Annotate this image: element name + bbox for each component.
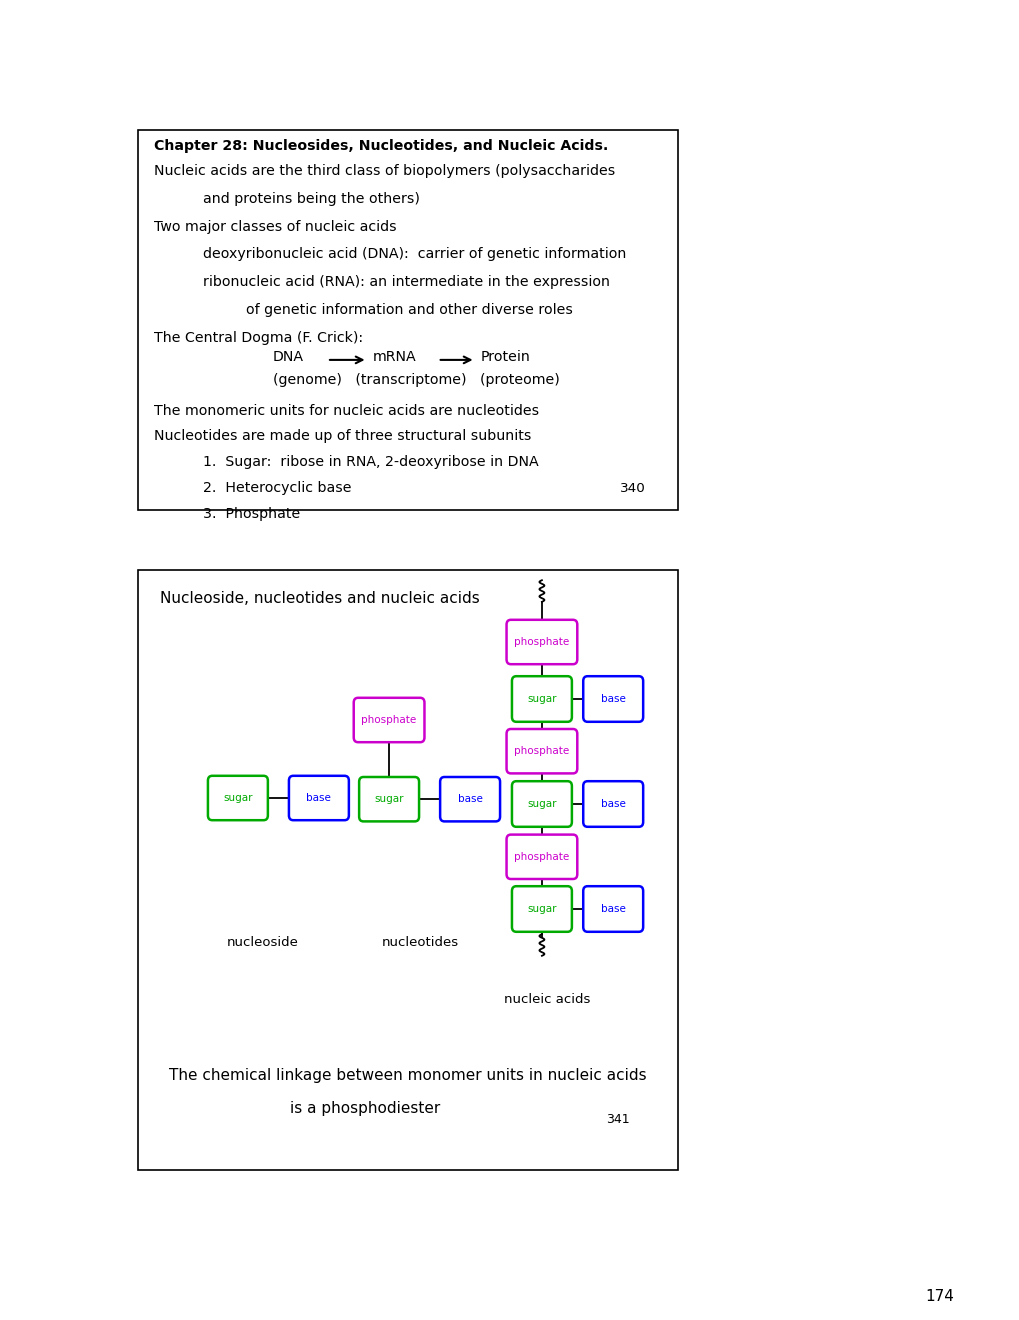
Text: and proteins being the others): and proteins being the others) (203, 191, 419, 206)
Text: sugar: sugar (527, 904, 556, 913)
Text: mRNA: mRNA (373, 350, 416, 364)
FancyBboxPatch shape (506, 620, 577, 664)
Text: 340: 340 (620, 482, 645, 495)
FancyBboxPatch shape (512, 676, 572, 722)
Text: Two major classes of nucleic acids: Two major classes of nucleic acids (154, 219, 396, 234)
FancyBboxPatch shape (583, 886, 643, 932)
Text: sugar: sugar (527, 694, 556, 704)
FancyBboxPatch shape (506, 834, 577, 879)
Text: Nucleic acids are the third class of biopolymers (polysaccharides: Nucleic acids are the third class of bio… (154, 164, 614, 178)
FancyBboxPatch shape (138, 570, 678, 1170)
Text: 341: 341 (605, 1113, 629, 1126)
Text: The Central Dogma (F. Crick):: The Central Dogma (F. Crick): (154, 330, 363, 345)
Text: sugar: sugar (223, 793, 253, 803)
Text: sugar: sugar (527, 799, 556, 809)
Text: phosphate: phosphate (514, 746, 569, 756)
Text: 174: 174 (924, 1290, 953, 1304)
Text: is a phosphodiester: is a phosphodiester (289, 1101, 439, 1115)
Text: base: base (306, 793, 331, 803)
Text: Nucleoside, nucleotides and nucleic acids: Nucleoside, nucleotides and nucleic acid… (159, 591, 479, 606)
Text: ribonucleic acid (RNA): an intermediate in the expression: ribonucleic acid (RNA): an intermediate … (203, 275, 609, 289)
Text: base: base (600, 799, 625, 809)
Text: The monomeric units for nucleic acids are nucleotides: The monomeric units for nucleic acids ar… (154, 404, 539, 417)
FancyBboxPatch shape (506, 729, 577, 774)
FancyBboxPatch shape (583, 781, 643, 826)
Text: The chemical linkage between monomer units in nucleic acids: The chemical linkage between monomer uni… (169, 1068, 646, 1082)
Text: base: base (600, 694, 625, 704)
FancyBboxPatch shape (440, 777, 499, 821)
Text: nucleotides: nucleotides (381, 936, 459, 949)
Text: DNA: DNA (273, 350, 304, 364)
FancyBboxPatch shape (583, 676, 643, 722)
FancyBboxPatch shape (512, 886, 572, 932)
Text: deoxyribonucleic acid (DNA):  carrier of genetic information: deoxyribonucleic acid (DNA): carrier of … (203, 247, 626, 261)
Text: phosphate: phosphate (514, 638, 569, 647)
Text: Protein: Protein (480, 350, 530, 364)
Text: Chapter 28: Nucleosides, Nucleotides, and Nucleic Acids.: Chapter 28: Nucleosides, Nucleotides, an… (154, 140, 608, 153)
Text: phosphate: phosphate (361, 715, 417, 725)
Text: nucleoside: nucleoside (226, 936, 298, 949)
FancyBboxPatch shape (512, 781, 572, 826)
FancyBboxPatch shape (208, 776, 268, 820)
Text: (genome)   (transcriptome)   (proteome): (genome) (transcriptome) (proteome) (273, 374, 559, 387)
Text: base: base (600, 904, 625, 913)
Text: Nucleotides are made up of three structural subunits: Nucleotides are made up of three structu… (154, 429, 531, 444)
Text: of genetic information and other diverse roles: of genetic information and other diverse… (246, 302, 573, 317)
Text: 2.  Heterocyclic base: 2. Heterocyclic base (203, 480, 351, 495)
Text: sugar: sugar (374, 795, 404, 804)
Text: phosphate: phosphate (514, 851, 569, 862)
FancyBboxPatch shape (354, 698, 424, 742)
Text: base: base (458, 795, 482, 804)
FancyBboxPatch shape (138, 129, 678, 510)
FancyBboxPatch shape (359, 777, 419, 821)
FancyBboxPatch shape (288, 776, 348, 820)
Text: 1.  Sugar:  ribose in RNA, 2-deoxyribose in DNA: 1. Sugar: ribose in RNA, 2-deoxyribose i… (203, 455, 538, 470)
Text: nucleic acids: nucleic acids (503, 993, 590, 1006)
Text: 3.  Phosphate: 3. Phosphate (203, 507, 300, 521)
